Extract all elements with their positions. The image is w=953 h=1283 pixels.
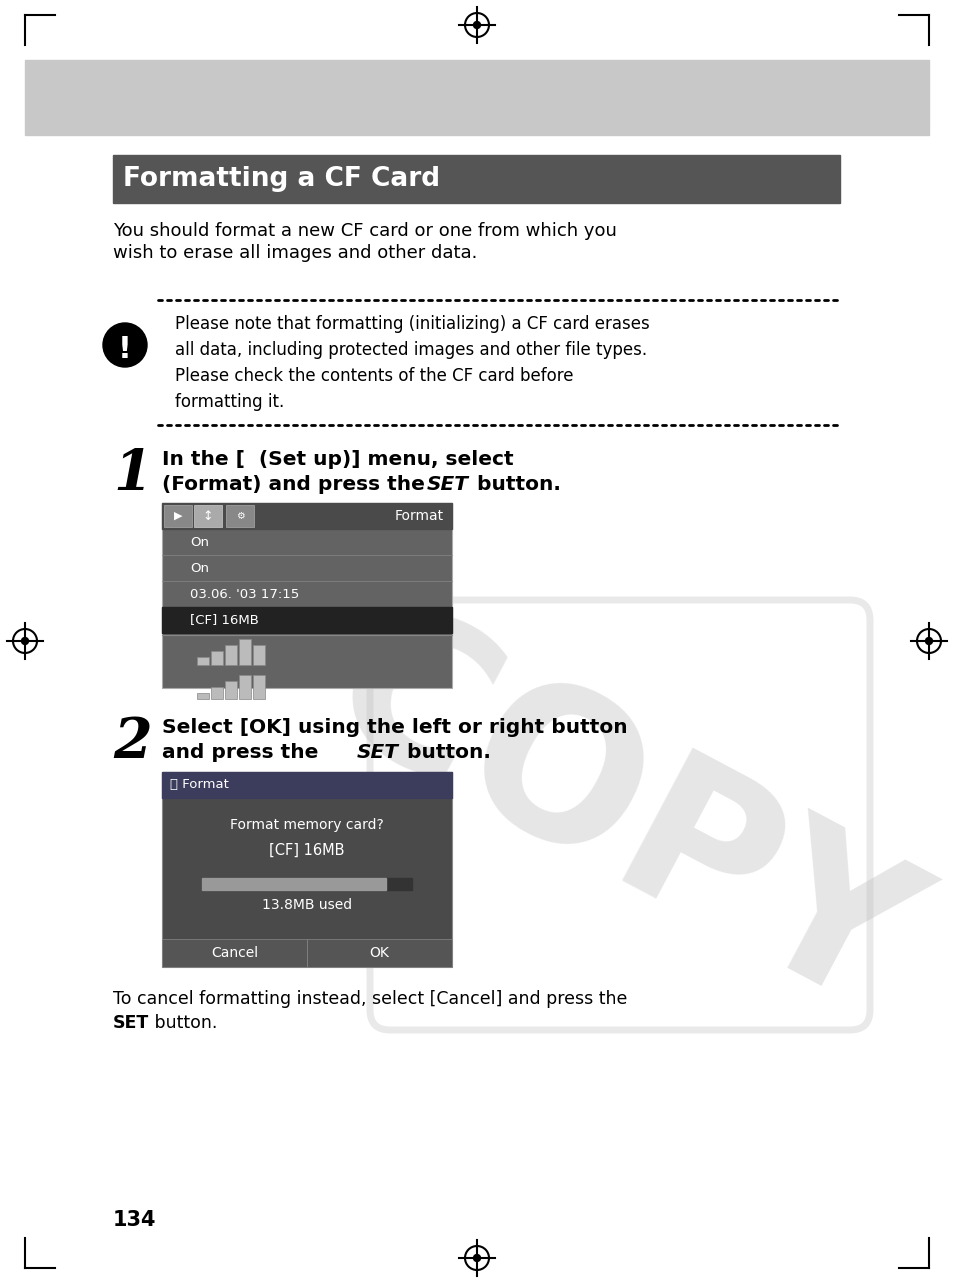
Text: !: !	[118, 335, 132, 364]
Bar	[211, 686, 223, 699]
Text: (Format) and press the: (Format) and press the	[162, 475, 424, 494]
Text: 134: 134	[112, 1210, 156, 1230]
Bar	[162, 503, 452, 688]
Circle shape	[22, 638, 29, 644]
Bar	[307, 939, 452, 967]
Circle shape	[473, 1255, 480, 1261]
Text: You should format a new CF card or one from which you: You should format a new CF card or one f…	[112, 222, 617, 240]
Text: On: On	[190, 562, 209, 575]
Circle shape	[473, 22, 480, 28]
Bar	[112, 155, 840, 203]
Text: To cancel formatting instead, select [Cancel] and press the: To cancel formatting instead, select [Ca…	[112, 990, 627, 1008]
Text: 13.8MB used: 13.8MB used	[262, 898, 352, 912]
Text: 03.06. '03 17:15: 03.06. '03 17:15	[190, 588, 299, 600]
Bar	[196, 657, 209, 665]
Text: 2: 2	[112, 715, 152, 770]
Text: Please note that formatting (initializing) a CF card erases: Please note that formatting (initializin…	[174, 316, 649, 334]
Bar	[239, 675, 251, 699]
Text: 🗂 Format: 🗂 Format	[170, 779, 229, 792]
Circle shape	[924, 638, 931, 644]
Text: all data, including protected images and other file types.: all data, including protected images and…	[174, 341, 646, 359]
Text: formatting it.: formatting it.	[174, 393, 284, 411]
Bar	[202, 878, 386, 890]
Text: 1: 1	[112, 446, 152, 502]
Text: ▶: ▶	[173, 511, 182, 521]
Text: button.: button.	[399, 743, 491, 762]
Bar	[162, 939, 307, 967]
Text: Format memory card?: Format memory card?	[230, 819, 383, 831]
Text: button.: button.	[149, 1014, 217, 1032]
Bar	[196, 693, 209, 699]
Bar	[162, 503, 452, 529]
Bar	[164, 506, 192, 527]
Text: [CF] 16MB: [CF] 16MB	[190, 613, 258, 626]
Text: [CF] 16MB: [CF] 16MB	[269, 843, 344, 858]
Text: ↕: ↕	[203, 509, 213, 522]
Bar	[226, 506, 253, 527]
Bar	[193, 506, 222, 527]
Text: SET: SET	[427, 475, 469, 494]
Text: and press the: and press the	[162, 743, 318, 762]
Text: COPY: COPY	[296, 585, 942, 1055]
Bar	[239, 639, 251, 665]
Bar	[225, 681, 236, 699]
Bar	[253, 645, 265, 665]
Text: In the [  (Set up)] menu, select: In the [ (Set up)] menu, select	[162, 450, 527, 470]
Text: Select [OK] using the left or right button: Select [OK] using the left or right butt…	[162, 718, 627, 736]
Text: Formatting a CF Card: Formatting a CF Card	[123, 166, 439, 192]
Bar	[162, 772, 452, 967]
Text: OK: OK	[369, 946, 389, 960]
Text: button.: button.	[470, 475, 560, 494]
Bar	[162, 607, 452, 633]
Text: Cancel: Cancel	[211, 946, 258, 960]
Text: On: On	[190, 535, 209, 549]
Text: wish to erase all images and other data.: wish to erase all images and other data.	[112, 244, 476, 262]
Text: SET: SET	[112, 1014, 149, 1032]
Text: ⚙: ⚙	[235, 511, 244, 521]
Bar	[202, 878, 412, 890]
Bar	[225, 645, 236, 665]
Text: Format: Format	[395, 509, 443, 523]
Bar	[162, 772, 452, 798]
Text: SET: SET	[356, 743, 398, 762]
Circle shape	[103, 323, 147, 367]
Text: Please check the contents of the CF card before: Please check the contents of the CF card…	[174, 367, 573, 385]
Bar	[25, 60, 928, 135]
Bar	[253, 675, 265, 699]
Bar	[211, 650, 223, 665]
